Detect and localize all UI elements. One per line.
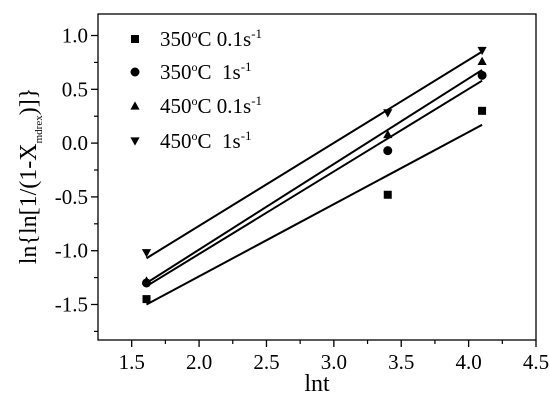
fit-line	[145, 69, 483, 284]
data-point	[477, 46, 487, 56]
y-tick-label: 0.5	[62, 77, 88, 101]
fit-lines	[145, 50, 483, 306]
legend-label: 350oC 1s-1	[160, 59, 252, 84]
y-axis-label: ln{ln[1/(1-Xmdrex)]}	[16, 88, 45, 264]
x-tick-label: 2.5	[253, 350, 279, 374]
legend-marker	[130, 67, 140, 77]
y-tick-label: -1.5	[55, 292, 88, 316]
data-point	[141, 276, 152, 285]
data-point	[383, 146, 393, 156]
y-tick-label: 0.0	[62, 131, 88, 155]
x-axis-label: lnt	[304, 371, 330, 397]
fit-line	[145, 79, 483, 288]
x-tick-label: 3.0	[321, 350, 347, 374]
legend-label: 450oC 1s-1	[160, 128, 252, 153]
legend: 350oC 0.1s-1 350oC 1s-1 450oC 0.1s-1 450oC …	[130, 26, 262, 153]
y-tick-label: -1.0	[55, 239, 88, 263]
fit-line	[146, 123, 483, 306]
data-point	[477, 70, 487, 80]
fit-line	[145, 50, 483, 260]
y-tick-label: 1.0	[62, 24, 88, 48]
x-tick-label: 1.5	[119, 350, 145, 374]
y-tick-label: -0.5	[55, 185, 88, 209]
data-point	[477, 56, 487, 66]
legend-marker	[130, 101, 140, 110]
data-point	[478, 106, 487, 115]
legend-marker	[131, 35, 139, 43]
data-point	[142, 295, 151, 304]
y-axis-ticks: 1.0 0.5 0.0 -0.5 -1.0 -1.5	[55, 24, 98, 332]
data-points	[141, 46, 487, 304]
data-point	[383, 190, 392, 199]
x-tick-label: 4.0	[455, 350, 481, 374]
plot-frame	[97, 13, 537, 341]
data-point	[383, 129, 393, 139]
legend-label: 450oC 0.1s-1	[160, 93, 262, 118]
x-tick-label: 4.5	[523, 350, 549, 374]
data-point	[383, 109, 393, 118]
legend-label: 350oC 0.1s-1	[160, 26, 262, 51]
legend-marker	[130, 137, 140, 146]
x-tick-label: 3.5	[388, 350, 414, 374]
data-point	[141, 249, 152, 258]
x-tick-label: 2.0	[186, 350, 212, 374]
x-axis-ticks: 1.5 2.0 2.5 3.0 3.5 4.0 4.5	[119, 340, 549, 374]
